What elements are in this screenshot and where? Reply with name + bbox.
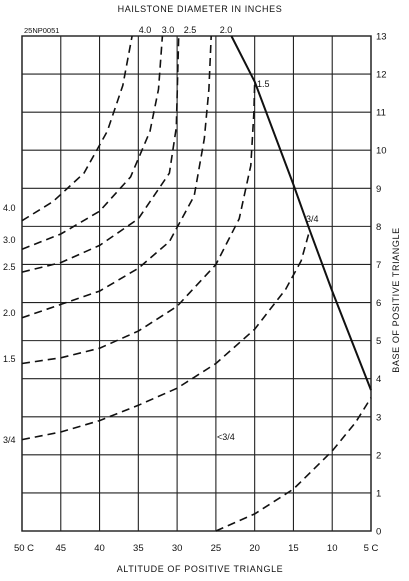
series-line-4-0-0 (21, 35, 133, 222)
figure-id: 25NP0051 (24, 26, 59, 35)
y-tick-label: 0 (376, 527, 381, 538)
y-tick-label: 6 (376, 298, 381, 309)
inline-curve-label: 1.5 (257, 79, 270, 89)
curves (21, 35, 372, 532)
left-curve-label: 2.5 (3, 262, 16, 272)
left-curve-label: 4.0 (3, 203, 16, 213)
y-tick-label: 3 (376, 412, 381, 423)
left-diameter-labels: 4.0 3.0 2.5 2.0 1.5 3/4 (3, 203, 16, 445)
top-curve-label: 2.0 (220, 25, 233, 35)
inline-curve-label: 3/4 (306, 214, 319, 224)
x-tick-label: 5 C (364, 543, 379, 554)
series-line--3-4-6 (215, 397, 372, 532)
y-tick-label: 13 (376, 32, 387, 43)
series-line-1-5-4 (21, 81, 256, 365)
y-tick-label: 10 (376, 146, 387, 157)
top-curve-label: 3.0 (162, 25, 175, 35)
left-curve-label: 3.0 (3, 235, 16, 245)
x-tick-label: 10 (327, 543, 338, 554)
y-tick-label: 7 (376, 260, 381, 271)
x-tick-label: 15 (288, 543, 299, 554)
left-curve-label: 1.5 (3, 354, 16, 364)
y-tick-label: 5 (376, 336, 381, 347)
x-tick-label: 45 (55, 543, 66, 554)
x-axis-label: ALTITUDE OF POSITIVE TRIANGLE (117, 564, 284, 574)
y-tick-label: 4 (376, 374, 381, 385)
chart-title: HAILSTONE DIAMETER IN INCHES (118, 4, 283, 14)
series-line-3-0-1 (21, 35, 164, 250)
x-axis-ticks: 50 C 45 40 35 30 25 20 15 10 5 C (14, 543, 379, 554)
top-curve-label: 4.0 (139, 25, 152, 35)
left-curve-label: 3/4 (3, 435, 16, 445)
series-line-2-0-3 (21, 35, 212, 319)
inline-diameter-labels: 1.5 3/4 <3/4 (217, 79, 319, 442)
y-axis-label: BASE OF POSITIVE TRIANGLE (391, 227, 401, 372)
top-curve-label: 2.5 (184, 25, 197, 35)
y-tick-label: 9 (376, 184, 381, 195)
series-line-3-4-5 (21, 229, 311, 441)
inline-curve-label: <3/4 (217, 432, 235, 442)
x-tick-label: 20 (249, 543, 260, 554)
y-tick-label: 8 (376, 222, 381, 233)
left-curve-label: 2.0 (3, 308, 16, 318)
top-diameter-labels: 4.0 3.0 2.5 2.0 (139, 25, 233, 35)
x-tick-label: 30 (172, 543, 183, 554)
y-tick-label: 1 (376, 488, 381, 499)
y-tick-label: 11 (376, 108, 386, 119)
y-tick-label: 12 (376, 70, 387, 81)
x-tick-label: 50 C (14, 543, 34, 554)
plot-frame (21, 35, 372, 532)
y-tick-label: 2 (376, 450, 381, 461)
grid (21, 35, 372, 532)
series-line-2-5-2 (21, 35, 180, 273)
x-tick-label: 40 (94, 543, 105, 554)
x-tick-label: 25 (211, 543, 222, 554)
x-tick-label: 35 (133, 543, 144, 554)
series-line-boundary-7 (230, 35, 372, 391)
